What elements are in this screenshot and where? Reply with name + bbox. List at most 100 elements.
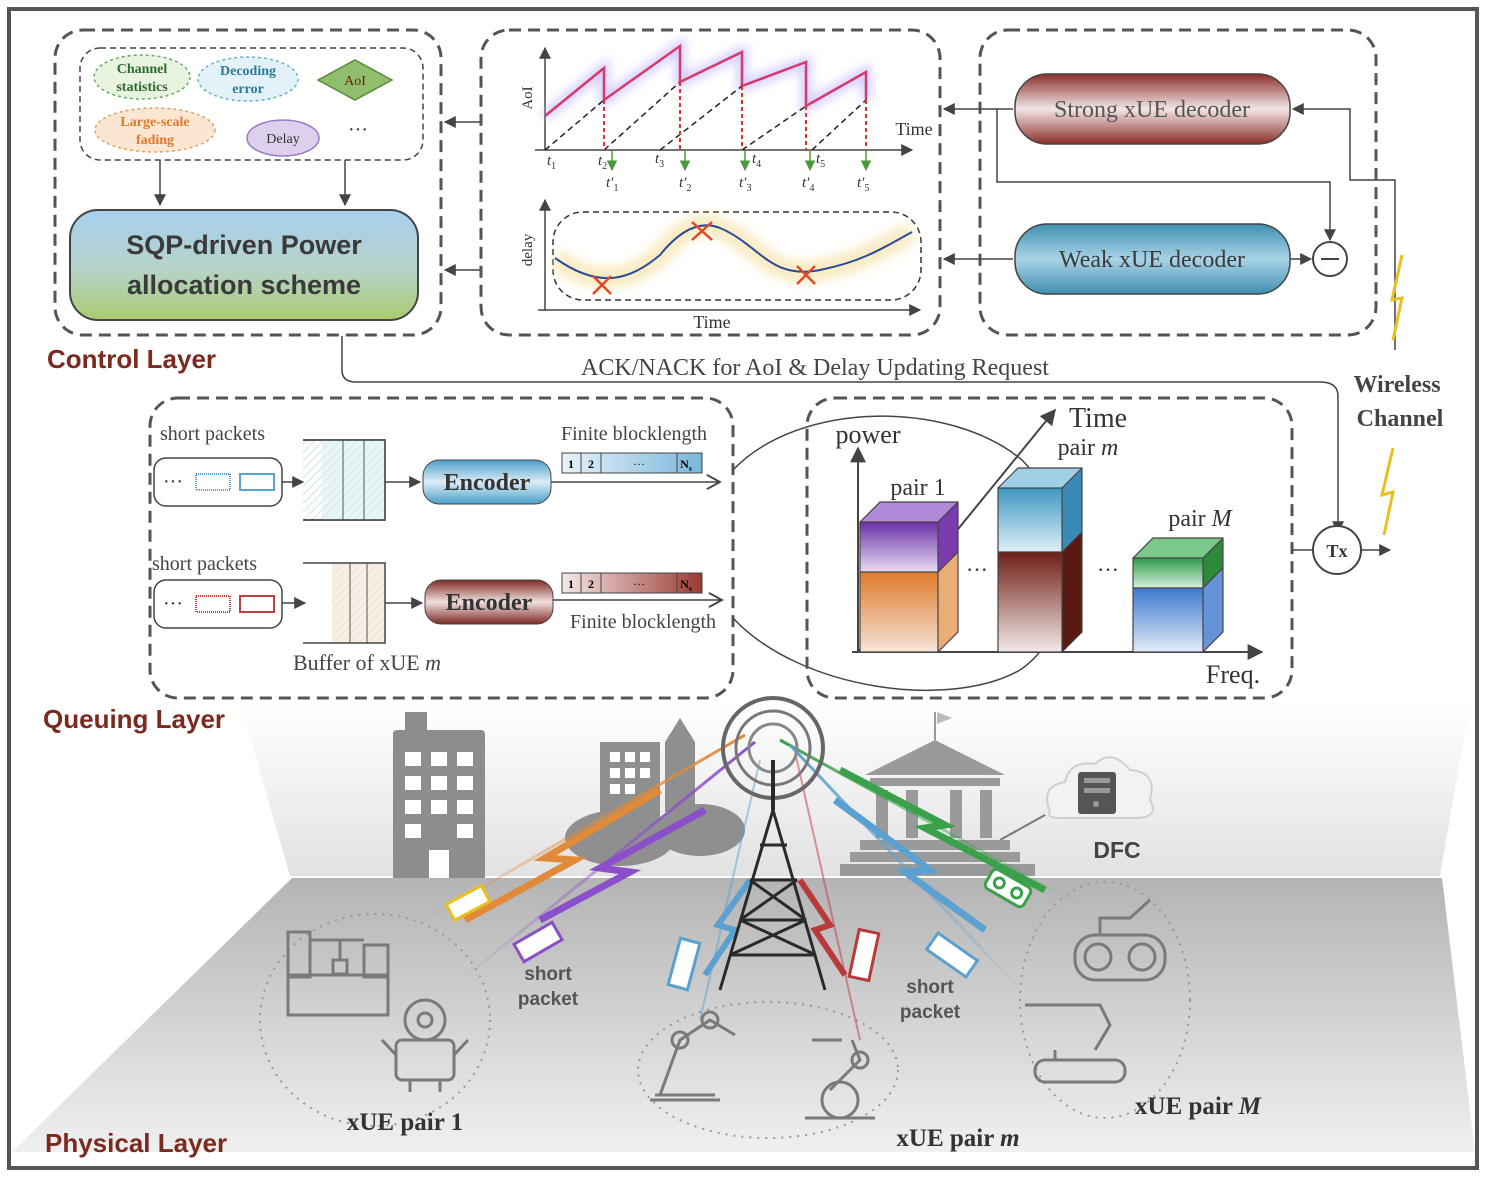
time-axis-label: Time xyxy=(1069,403,1127,434)
robot-arm-icon xyxy=(650,1010,736,1102)
control-layer-title: Control Layer xyxy=(47,344,216,374)
svg-text:t′3: t′3 xyxy=(739,175,751,194)
svg-text:t5: t5 xyxy=(816,151,825,170)
svg-text:t′5: t′5 xyxy=(857,175,869,194)
skyline-backdrop xyxy=(240,702,1470,876)
channel-statistics-bubble xyxy=(93,54,191,100)
aoi-sawtooth-line xyxy=(544,43,868,117)
resource-grid-box xyxy=(805,396,1294,700)
green-zigzag xyxy=(838,766,1047,894)
pair-M-resource-cube xyxy=(1132,537,1224,653)
aoi-plot: AoI Time t1 t2 t3 t4 t5 t′1 t′2 t′3 t′4 … xyxy=(520,36,933,194)
aoi-ylabel: AoI xyxy=(520,86,536,109)
cyan-beam xyxy=(699,759,761,1021)
control-right-box xyxy=(978,28,1378,337)
encoder-bottom-label: Encoder xyxy=(446,590,533,616)
decoding-error-line1: Decoding xyxy=(220,64,276,79)
svg-text:t2: t2 xyxy=(598,153,607,172)
large-scale-fading-line2: fading xyxy=(136,133,174,148)
purple-zigzag xyxy=(538,806,707,924)
packet-yellow-icon xyxy=(444,883,492,923)
svg-text:t3: t3 xyxy=(655,151,664,170)
power-axis-label: power xyxy=(836,420,901,449)
industrial-arm-icon xyxy=(805,1038,875,1120)
packet-blue-right-icon xyxy=(924,930,980,980)
delay-curve xyxy=(554,224,913,280)
svg-text:t′2: t′2 xyxy=(679,175,691,194)
blue-zigzag xyxy=(832,797,988,933)
pair-M-cube-label: pair M xyxy=(1168,506,1233,532)
lightning-top-icon xyxy=(1390,254,1404,341)
queuing-left-box xyxy=(148,396,735,700)
short-packet-right-line1: short xyxy=(906,977,954,998)
svg-text:t′4: t′4 xyxy=(802,175,814,194)
delay-ylabel: delay xyxy=(520,233,536,266)
green-beam xyxy=(779,738,1081,907)
large-scale-fading-bubble xyxy=(94,107,216,153)
block-top: 1 2 ··· Ns xyxy=(561,452,703,474)
lightning-bottom-icon xyxy=(1379,447,1395,536)
ack-nack-label: ACK/NACK for AoI & Delay Updating Reques… xyxy=(581,355,1049,381)
encoder-bottom-box xyxy=(424,579,554,625)
factors-ellipsis: ··· xyxy=(348,119,368,141)
aoi-diamond xyxy=(316,59,394,101)
pair-m-resource-cube xyxy=(997,467,1083,653)
svg-text:1: 1 xyxy=(568,577,574,591)
physical-layer: DFC xyxy=(12,696,1475,1152)
queuing-layer-title: Queuing Layer xyxy=(43,704,225,734)
strong-decoder-box xyxy=(1014,73,1291,145)
control-layer: Channel statistics Decoding error AoI La… xyxy=(53,28,1444,536)
sqp-power-allocation-box xyxy=(69,209,419,321)
short-packets-bottom-label: short packets xyxy=(152,553,257,575)
short-packets-top-label: short packets xyxy=(160,423,265,445)
svg-text:t4: t4 xyxy=(752,151,761,170)
svg-text:2: 2 xyxy=(588,577,594,591)
short-packet-right-line2: packet xyxy=(900,1002,961,1023)
packet-queue-top-dots: ··· xyxy=(163,471,183,493)
red-zigzag xyxy=(797,878,848,977)
svg-text:1: 1 xyxy=(568,457,574,471)
bank-building-icon xyxy=(840,712,1035,876)
pair1-resource-cube xyxy=(859,501,959,653)
channel-statistics-line1: Channel xyxy=(117,62,168,77)
packet-red-icon xyxy=(847,927,881,983)
base-station-tower-icon xyxy=(718,696,827,991)
delay-factor-label: Delay xyxy=(266,132,299,147)
sqp-line2: allocation scheme xyxy=(127,270,361,300)
strong-decoder-label: Strong xUE decoder xyxy=(1054,97,1250,123)
rover-robot-icon xyxy=(1073,898,1167,982)
delay-plot: delay Time xyxy=(520,198,922,332)
pair-M-region xyxy=(1019,881,1191,1119)
svg-text:···: ··· xyxy=(633,577,645,591)
sqp-line1: SQP-driven Power xyxy=(126,230,362,260)
red-beam xyxy=(794,751,861,1041)
decoding-error-line2: error xyxy=(232,82,264,97)
delay-xlabel: Time xyxy=(693,312,730,332)
cnc-machine-icon xyxy=(286,930,390,1017)
pair-m-cube-label: pair m xyxy=(1058,435,1119,461)
delay-bubble xyxy=(246,119,320,157)
short-packet-left-line1: short xyxy=(524,964,572,985)
t-prime-labels: t′1 t′2 t′3 t′4 t′5 xyxy=(606,175,869,194)
channel-statistics-line2: statistics xyxy=(116,80,168,95)
dfc-label: DFC xyxy=(1093,837,1140,863)
control-left-box xyxy=(53,28,443,337)
robot-icon xyxy=(380,998,470,1092)
aoi-factor-label: AoI xyxy=(344,74,366,89)
xue-pair-1-label: xUE pair 1 xyxy=(347,1109,463,1136)
finite-blocklength-top-label: Finite blocklength xyxy=(561,423,707,445)
large-scale-fading-line1: Large-scale xyxy=(120,115,189,130)
svg-text:···: ··· xyxy=(633,457,645,471)
buffer-label: Buffer of xUE m xyxy=(293,650,441,675)
weak-decoder-label: Weak xUE decoder xyxy=(1059,247,1245,273)
encoder-top-label: Encoder xyxy=(444,470,531,496)
factors-box xyxy=(79,47,424,161)
svg-text:Ns: Ns xyxy=(680,577,692,593)
pair1-cube-label: pair 1 xyxy=(890,475,945,501)
freq-axis-label: Freq. xyxy=(1206,660,1260,689)
packet-queue-bottom-dots: ··· xyxy=(163,593,183,615)
decoding-error-bubble xyxy=(197,56,299,102)
block-bottom: 1 2 ··· Ns xyxy=(561,572,703,594)
short-packet-left-line2: packet xyxy=(518,989,579,1010)
